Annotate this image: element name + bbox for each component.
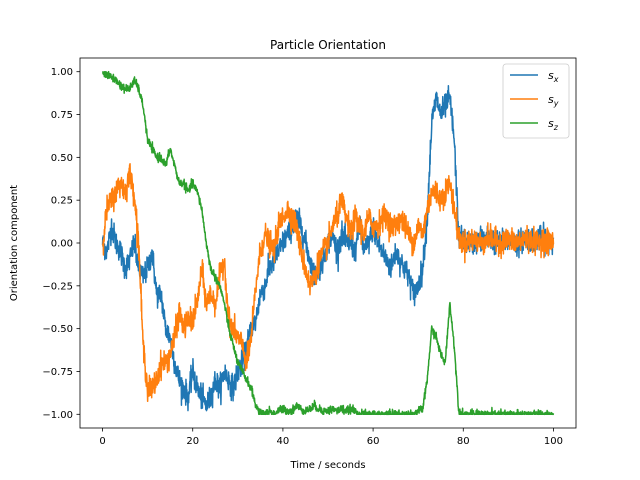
y-axis: −1.00 −0.75 −0.50 −0.25 0.00 0.25 0.50 0.75 1.00 (42, 67, 80, 421)
x-axis-label: Time / seconds (289, 460, 365, 471)
x-axis: 0 20 40 60 80 100 (99, 428, 563, 447)
y-tick-label: 0.25 (51, 196, 73, 207)
legend-label-z: sz (548, 117, 559, 132)
legend-label-y: sy (548, 93, 559, 108)
y-tick-label: −0.50 (42, 324, 73, 335)
legend-label-x: sx (548, 69, 559, 84)
y-tick-label: −0.75 (42, 367, 73, 378)
y-tick-label: −1.00 (42, 410, 73, 421)
y-tick-label: 0.50 (51, 153, 73, 164)
series-lines (101, 70, 555, 416)
x-tick-label: 0 (99, 436, 105, 447)
y-tick-label: −0.25 (42, 281, 73, 292)
y-tick-label: 0.75 (51, 110, 73, 121)
y-tick-label: 1.00 (51, 67, 73, 78)
series-line-z (102, 70, 555, 416)
x-tick-label: 20 (186, 436, 199, 447)
x-tick-label: 60 (367, 436, 380, 447)
legend-box (502, 63, 570, 139)
y-axis-label: Orientation component (9, 185, 20, 301)
y-tick-label: 0.00 (51, 239, 73, 250)
series-line-y (101, 162, 555, 403)
x-tick-label: 100 (544, 436, 563, 447)
legend: sx sy sz (502, 63, 570, 139)
chart-title: Particle Orientation (270, 38, 386, 52)
x-tick-label: 40 (277, 436, 290, 447)
x-tick-label: 80 (457, 436, 470, 447)
